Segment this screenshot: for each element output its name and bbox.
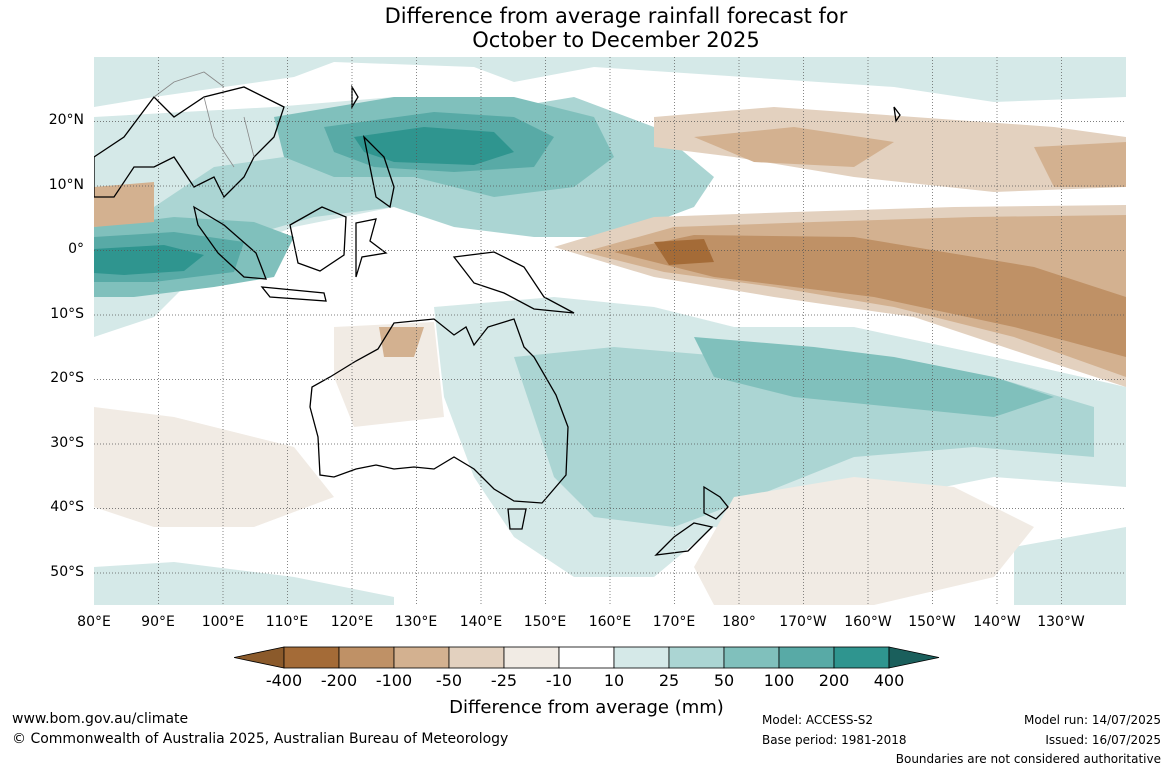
tasmania-coast [507, 508, 527, 530]
sumatra-coast [193, 205, 267, 280]
colorbar-label-neg100: -100 [375, 671, 413, 690]
lat-label-10s: 10°S [50, 306, 84, 322]
map-title: Difference from average rainfall forecas… [0, 4, 1173, 52]
colorbar-label-10: 10 [603, 671, 625, 690]
lon-label-130w: 130°W [1037, 614, 1085, 630]
lat-label-20s: 20°S [50, 370, 84, 386]
lon-label-160e: 160°E [588, 614, 632, 630]
colorbar-swatch [778, 646, 835, 669]
boundaries-disclaimer: Boundaries are not considered authoritat… [895, 752, 1161, 766]
lon-label-120e: 120°E [330, 614, 374, 630]
philippines-coast [362, 135, 395, 209]
issued-date: Issued: 16/07/2025 [1045, 733, 1161, 747]
lon-label-170w: 170°W [779, 614, 827, 630]
colorbar-label-400: 400 [873, 671, 905, 690]
lon-label-170e: 170°E [652, 614, 696, 630]
website-link[interactable]: www.bom.gov.au/climate [12, 711, 189, 727]
lat-label-30s: 30°S [50, 435, 84, 451]
model-run-date: Model run: 14/07/2025 [1023, 713, 1161, 727]
title-line-2: October to December 2025 [472, 28, 760, 52]
anomaly-brown-north-pacific-core [694, 127, 894, 167]
anomaly-brown-arabian [94, 182, 154, 227]
anomaly-brown-north-pacific [654, 107, 1126, 192]
graticule [94, 57, 1126, 605]
lon-label-130e: 130°E [394, 614, 438, 630]
anomaly-teal-50-100-south [694, 337, 1054, 417]
colorbar-swatch [833, 646, 890, 669]
lat-label-10n: 10°N [48, 177, 84, 193]
base-period: Base period: 1981-2018 [762, 733, 907, 747]
colorbar-label-25: 25 [658, 671, 680, 690]
anomaly-brown-equatorial-400 [654, 239, 714, 265]
colorbar-arrow-high [888, 646, 940, 669]
country-borders [153, 71, 255, 168]
mainland-se-asia-coast [94, 86, 285, 199]
lon-label-140e: 140°E [459, 614, 503, 630]
rainfall-anomaly-map [94, 57, 1126, 605]
colorbar-label-neg400: -400 [265, 671, 303, 690]
anomaly-brown-equatorial-200 [614, 235, 1126, 357]
coastlines [94, 84, 901, 556]
new-guinea-coast [452, 251, 575, 314]
title-line-1: Difference from average rainfall forecas… [384, 4, 848, 28]
lon-label-140w: 140°W [973, 614, 1021, 630]
colorbar-swatch [613, 646, 670, 669]
lat-label-50s: 50°S [50, 564, 84, 580]
model-name: Model: ACCESS-S2 [762, 713, 874, 727]
anomaly-teal-200-400-west [94, 245, 204, 275]
lat-label-40s: 40°S [50, 499, 84, 515]
lon-label-100e: 100°E [201, 614, 245, 630]
colorbar-swatch [558, 646, 615, 669]
lon-label-160w: 160°W [844, 614, 892, 630]
lon-label-90e: 90°E [141, 614, 175, 630]
anomaly-brown-australia-nw-core [379, 327, 424, 357]
colorbar-swatch [503, 646, 560, 669]
lat-label-20n: 20°N [48, 112, 84, 128]
colorbar-label-100: 100 [763, 671, 795, 690]
hawaii-coast [893, 106, 901, 123]
colorbar-swatch [393, 646, 450, 669]
colorbar-swatch [668, 646, 725, 669]
lon-label-180: 180° [722, 614, 756, 630]
lon-label-150w: 150°W [908, 614, 956, 630]
borneo-coast [289, 206, 347, 272]
sulawesi-coast [355, 218, 388, 278]
anomaly-teal-200-400 [354, 127, 514, 165]
colorbar-label-50: 50 [713, 671, 735, 690]
copyright-text: © Commonwealth of Australia 2025, Austra… [12, 731, 509, 747]
colorbar-swatch [338, 646, 395, 669]
lon-label-110e: 110°E [265, 614, 309, 630]
colorbar-label-neg50: -50 [435, 671, 463, 690]
colorbar-label-neg10: -10 [545, 671, 573, 690]
new-zealand-south-coast [654, 522, 714, 556]
colorbar-swatch [448, 646, 505, 669]
java-coast [260, 286, 327, 302]
australia-coast [309, 318, 569, 504]
colorbar-label-neg200: -200 [320, 671, 358, 690]
anomaly-brown-south-west [94, 407, 334, 527]
colorbar-swatches [283, 646, 890, 669]
colorbar-title: Difference from average (mm) [449, 697, 724, 718]
colorbar-swatch [283, 646, 340, 669]
colorbar-label-200: 200 [818, 671, 850, 690]
colorbar-arrow-low [234, 646, 285, 669]
colorbar-label-neg25: -25 [490, 671, 518, 690]
lon-label-80e: 80°E [77, 614, 111, 630]
lat-label-0: 0° [68, 241, 84, 257]
colorbar-swatch [723, 646, 780, 669]
colorbar [234, 646, 940, 669]
anomaly-light-teal-southeast [1014, 527, 1126, 605]
lon-label-150e: 150°E [523, 614, 567, 630]
anomaly-brown-north-pacific-east [1034, 142, 1126, 187]
